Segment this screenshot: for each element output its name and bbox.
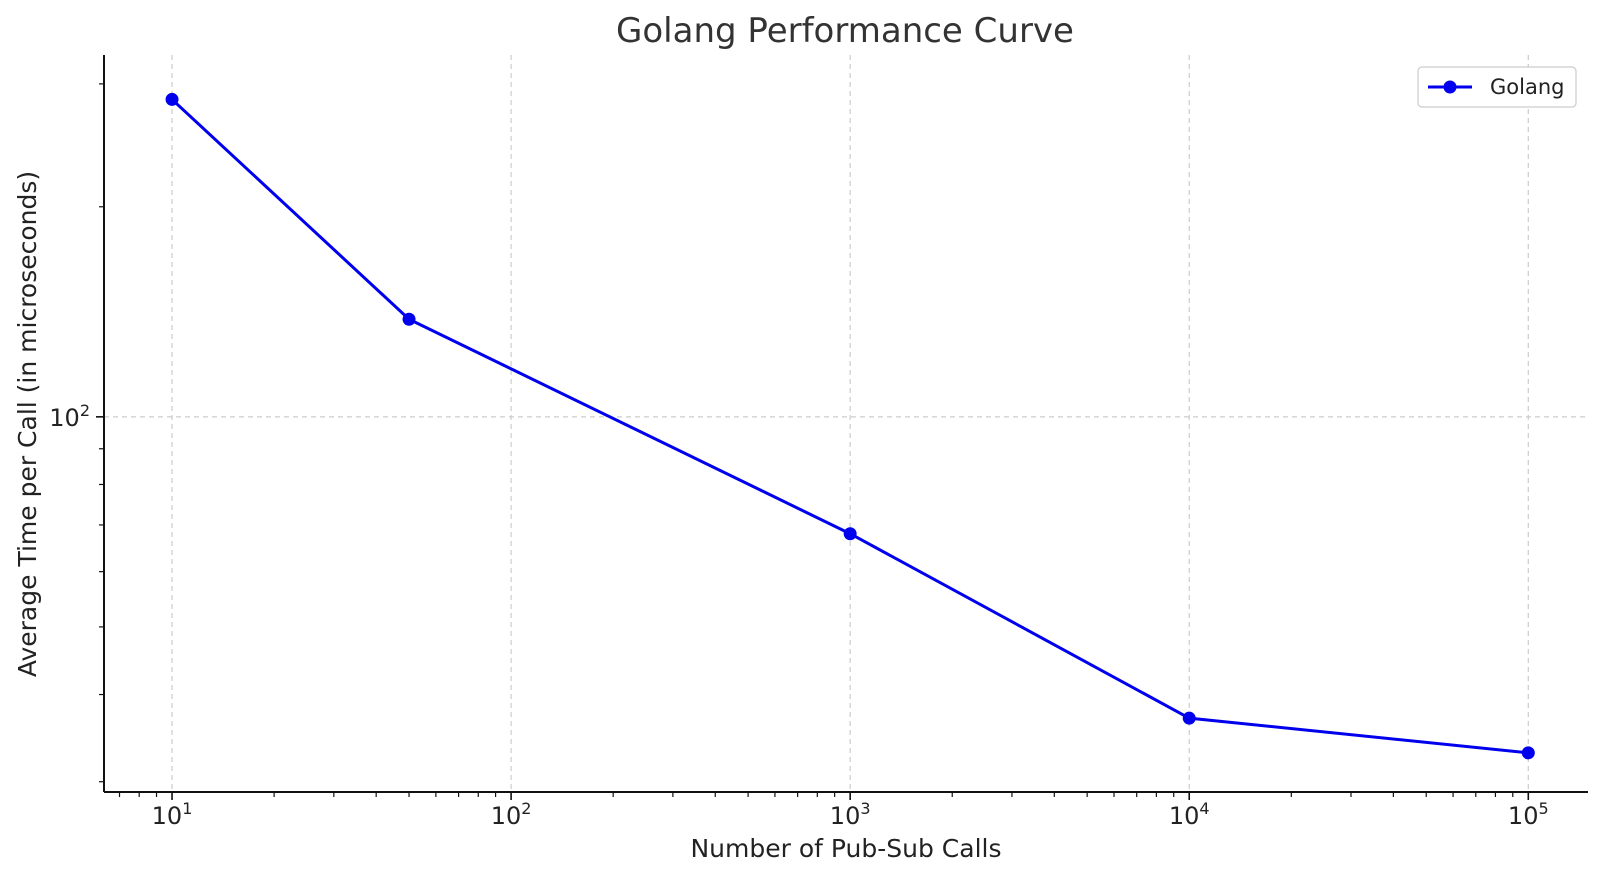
chart-title: Golang Performance Curve bbox=[616, 11, 1074, 51]
y-axis-label: Average Time per Call (in microseconds) bbox=[13, 171, 42, 677]
series-golang bbox=[165, 92, 1535, 760]
legend-box bbox=[1417, 66, 1577, 108]
y-tick-label: 102 bbox=[49, 401, 90, 432]
y-tick-labels: 102 bbox=[49, 401, 90, 432]
data-point bbox=[843, 527, 857, 541]
data-point bbox=[1521, 746, 1535, 760]
x-tick-label: 102 bbox=[491, 799, 532, 830]
x-tick-label: 103 bbox=[830, 799, 871, 830]
x-tick-labels: 101 102 103 104 105 bbox=[152, 799, 1549, 830]
x-tick-label: 104 bbox=[1169, 799, 1210, 830]
x-tick-label: 101 bbox=[152, 799, 193, 830]
data-point bbox=[165, 92, 179, 106]
major-ticks bbox=[96, 416, 1530, 800]
legend-label: Golang bbox=[1490, 75, 1564, 99]
grid-lines bbox=[104, 55, 1588, 792]
legend: Golang bbox=[1417, 66, 1577, 108]
legend-marker-swatch bbox=[1443, 80, 1457, 94]
x-tick-label: 105 bbox=[1508, 799, 1549, 830]
x-axis-label: Number of Pub-Sub Calls bbox=[690, 834, 1001, 863]
data-point bbox=[1182, 711, 1196, 725]
minor-ticks bbox=[99, 83, 1514, 797]
data-point bbox=[402, 312, 416, 326]
